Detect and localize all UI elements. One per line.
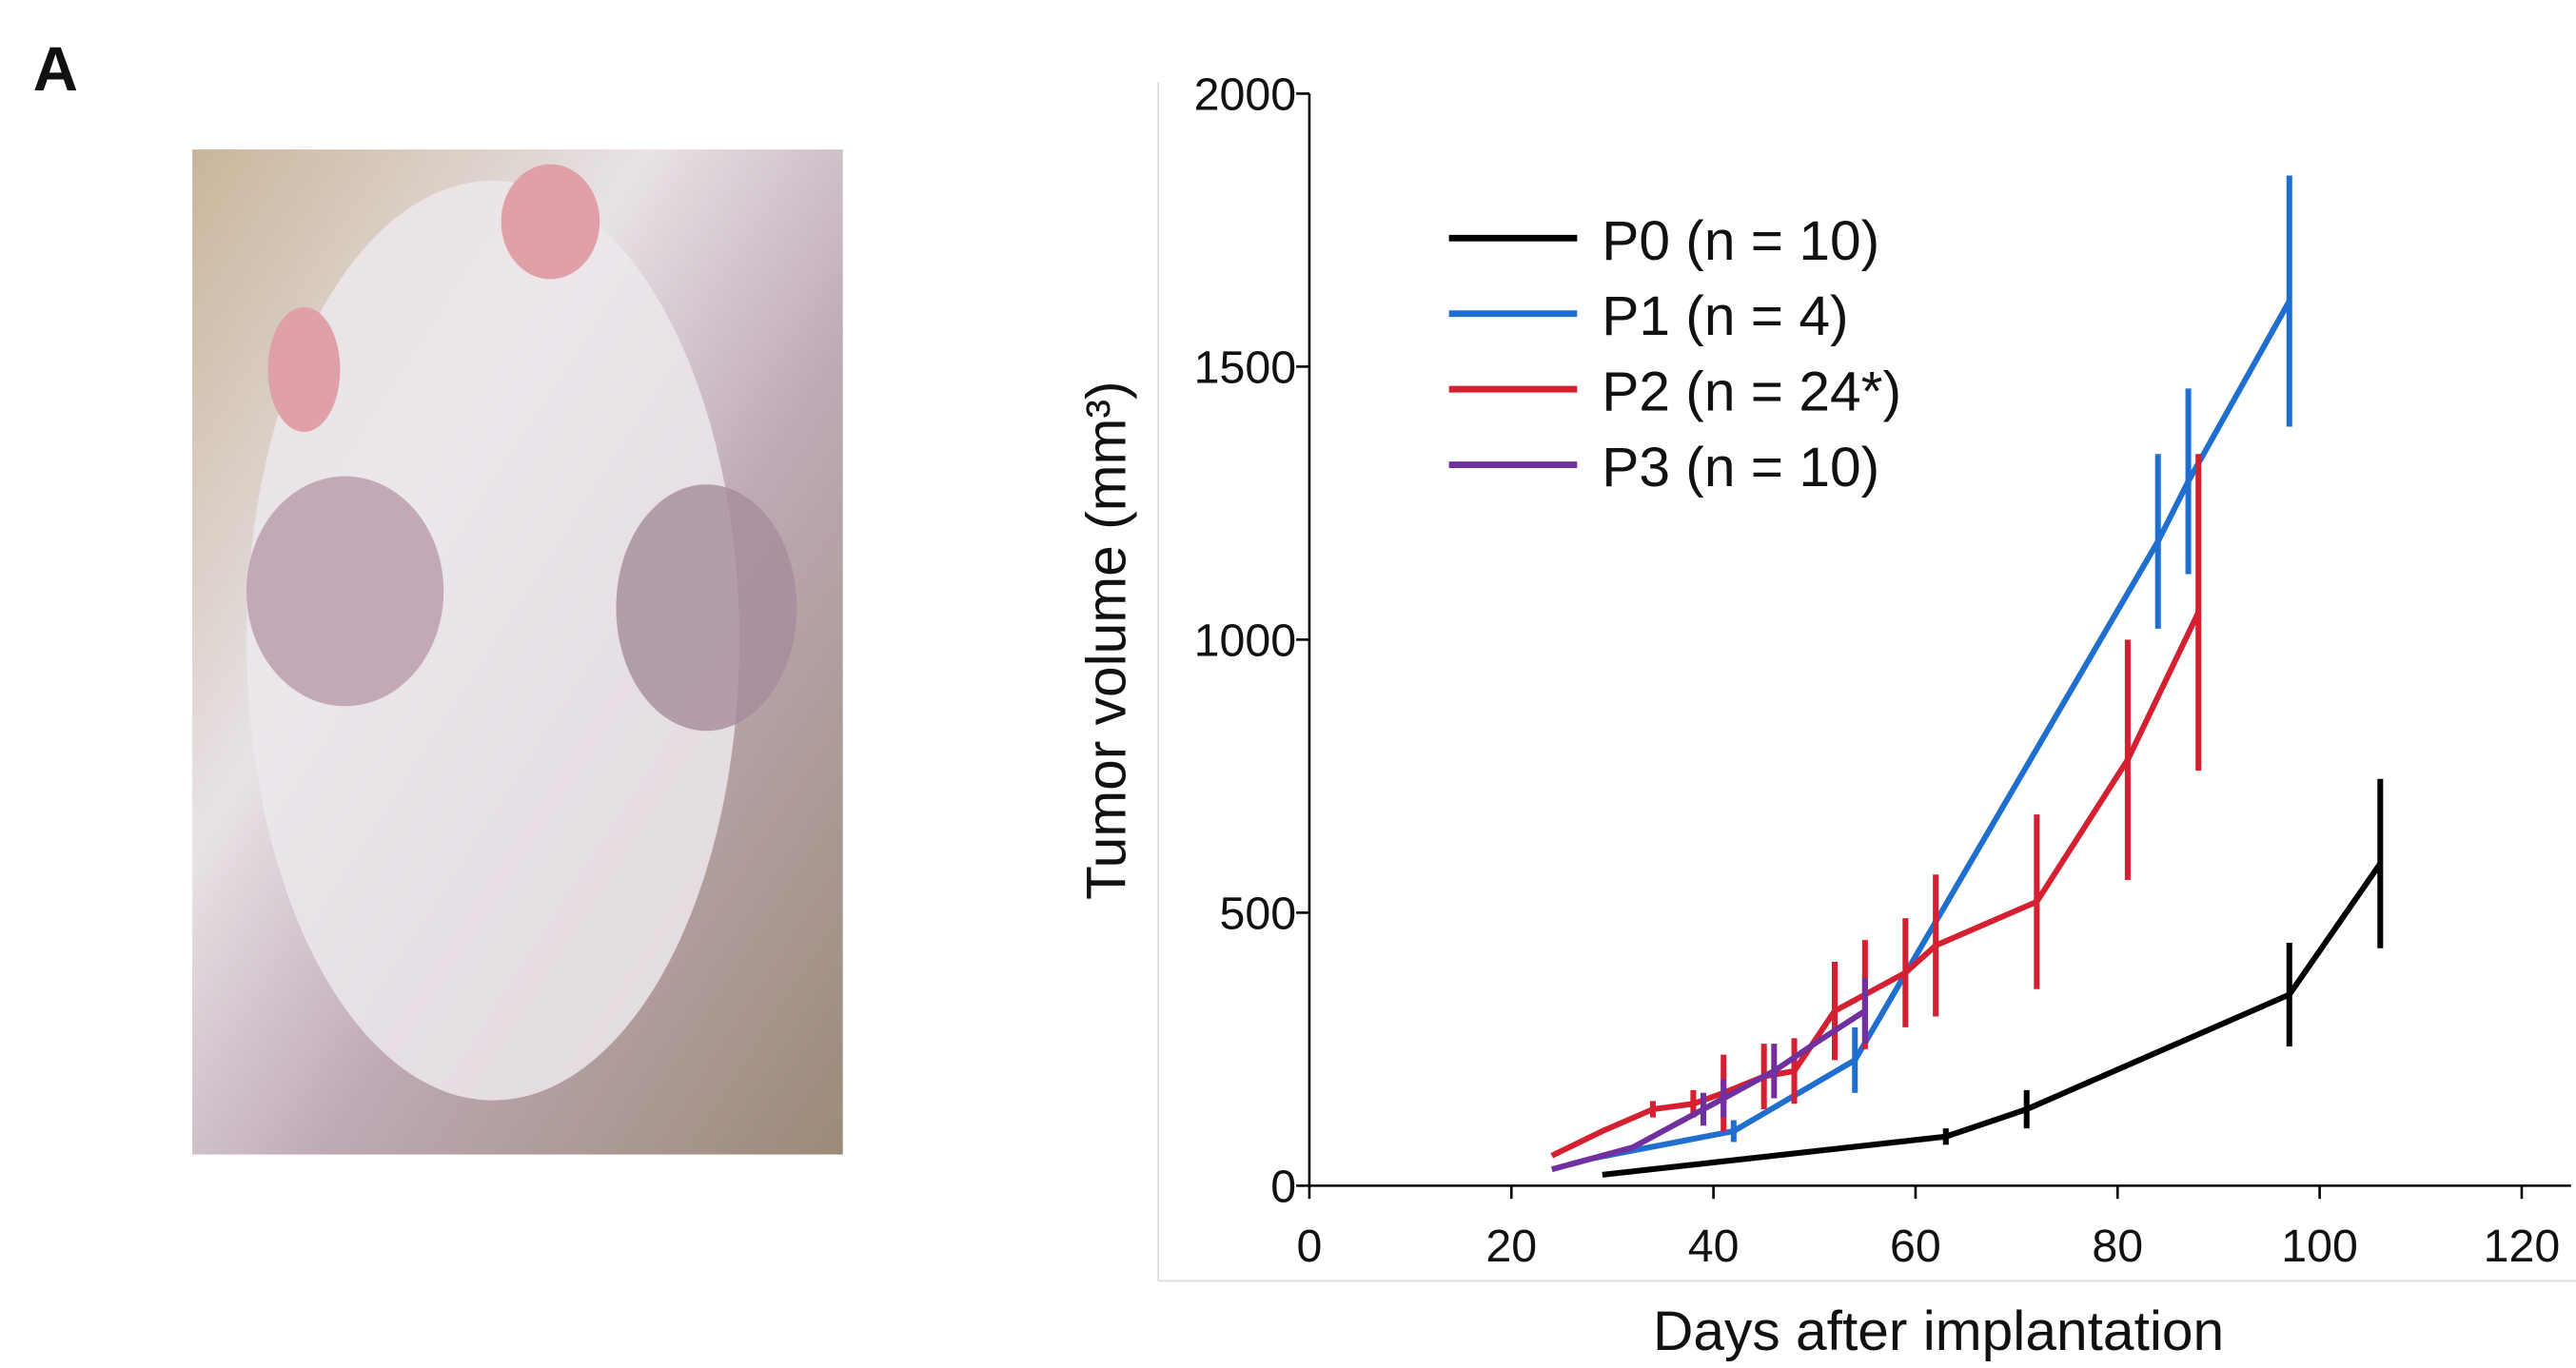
series-line bbox=[1591, 300, 2292, 1162]
x-axis-title: Days after implantation bbox=[1653, 1300, 2224, 1362]
x-tick-label: 40 bbox=[1688, 1221, 1740, 1272]
y-tick-label: 1000 bbox=[1194, 616, 1297, 667]
legend-label: P0 (n = 10) bbox=[1602, 210, 1879, 272]
plot: 0 500 1000 1500 2000 0 20 40 60 80 100 120 P0 (n = 1… bbox=[1194, 69, 2571, 1272]
photo bbox=[192, 149, 843, 1155]
x-tick-label: 100 bbox=[2281, 1221, 2358, 1272]
legend-label: P3 (n = 10) bbox=[1602, 437, 1879, 498]
legend-label: P2 (n = 24*) bbox=[1602, 362, 1901, 423]
panel-label: A bbox=[33, 34, 78, 104]
y-tick-label: 1500 bbox=[1194, 342, 1297, 394]
y-axis-title: Tumor volume (mm³) bbox=[1076, 381, 1138, 900]
x-tick-label: 80 bbox=[2092, 1221, 2143, 1272]
series-line bbox=[1602, 862, 2383, 1178]
x-tick-label: 20 bbox=[1485, 1221, 1537, 1272]
legend-label: P1 (n = 4) bbox=[1602, 285, 1848, 347]
x-tick-label: 60 bbox=[1890, 1221, 1941, 1272]
y-tick-label: 2000 bbox=[1194, 69, 1297, 121]
x-tick-label: 120 bbox=[2484, 1221, 2561, 1272]
x-tick-label: 0 bbox=[1296, 1221, 1322, 1272]
y-tick-label: 500 bbox=[1219, 889, 1296, 940]
y-tick-label: 0 bbox=[1270, 1162, 1296, 1213]
